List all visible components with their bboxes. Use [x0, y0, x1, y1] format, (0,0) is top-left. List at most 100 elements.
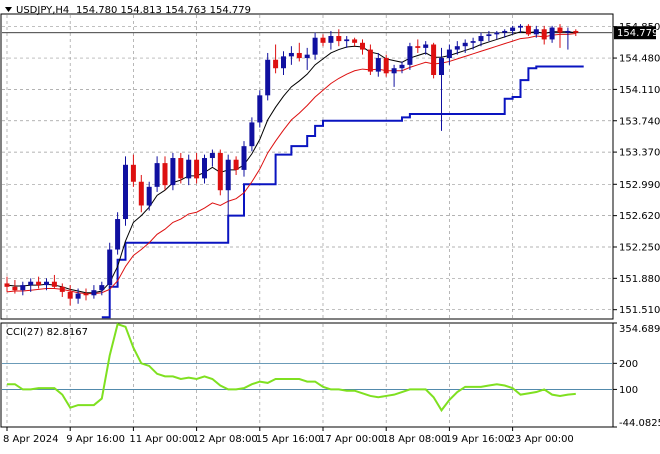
candle-body — [154, 163, 160, 187]
candle-body — [367, 49, 373, 72]
candle-body — [233, 159, 239, 170]
candle-body — [186, 159, 192, 179]
candle-body — [320, 37, 326, 43]
trailing-stop-layer — [101, 65, 584, 319]
candle-body — [225, 159, 231, 191]
candle-body — [249, 122, 255, 147]
candle-body — [241, 146, 247, 170]
price-tick-label: 153.370 — [619, 148, 660, 159]
candle-body — [439, 58, 444, 75]
candle-body — [304, 54, 310, 59]
price-tick-label: 153.740 — [619, 116, 660, 127]
candle-body — [533, 29, 539, 35]
candle-body — [407, 46, 413, 65]
candle-body — [486, 34, 492, 37]
candle-body — [431, 44, 437, 75]
candle-body — [273, 59, 279, 69]
candle-body — [415, 46, 421, 48]
candle-body — [75, 293, 81, 299]
candle-body — [336, 36, 342, 42]
candle-body — [217, 152, 223, 191]
candle-body — [115, 219, 121, 250]
candle-body — [83, 293, 89, 296]
price-tick-label: 152.990 — [619, 180, 660, 191]
indicator-pane-frame — [0, 322, 614, 428]
price-tick-label: 152.250 — [619, 242, 660, 253]
candle-body — [462, 42, 468, 47]
cci-layer — [7, 322, 576, 413]
candle-body — [478, 36, 484, 42]
candle-body — [454, 46, 460, 50]
price-tick-label: 151.880 — [619, 274, 660, 285]
candle-body — [399, 64, 405, 69]
candle-body — [328, 36, 334, 43]
candle-body — [4, 283, 10, 287]
main-grid — [2, 15, 612, 318]
candle-body — [36, 281, 42, 286]
candle-body — [470, 41, 476, 43]
candle-body — [12, 286, 18, 291]
candle-body — [296, 52, 302, 59]
candle-body — [281, 56, 286, 69]
trailing-stop-line — [101, 65, 584, 319]
time-tick-label: 11 Apr 00:00 — [129, 434, 194, 445]
candle-body — [51, 281, 57, 287]
candle-body — [352, 39, 358, 43]
candle-body — [67, 291, 73, 299]
candle-body — [91, 290, 97, 296]
candle-body — [265, 59, 271, 96]
candle-body — [123, 164, 128, 220]
price-tick-label: 151.510 — [619, 305, 660, 316]
candle-body — [557, 27, 563, 33]
candle-body — [344, 39, 350, 42]
time-tick-label: 17 Apr 00:00 — [319, 434, 384, 445]
candle-body — [423, 44, 429, 48]
candle-body — [209, 152, 215, 159]
candle-body — [549, 27, 555, 40]
candle-body — [107, 249, 113, 286]
candle-body — [170, 158, 176, 186]
candle-body — [510, 27, 516, 31]
time-tick-label: 15 Apr 16:00 — [256, 434, 321, 445]
candle-body — [288, 52, 294, 57]
price-tick-label: 152.620 — [619, 211, 660, 222]
indicator-grid — [6, 324, 513, 426]
time-tick-label: 8 Apr 2024 — [3, 434, 58, 445]
price-tick-label: 154.480 — [619, 54, 660, 65]
candle-body — [383, 58, 389, 74]
time-tick-label: 12 Apr 08:00 — [193, 434, 258, 445]
indicator-axis: 354.6893 200 100 -44.0825 — [613, 322, 660, 429]
time-tick-label: 9 Apr 16:00 — [66, 434, 125, 445]
candle-body — [360, 42, 365, 50]
candle-body — [573, 30, 579, 33]
candle-body — [44, 281, 49, 286]
current-price-value: 154.779 — [617, 28, 658, 39]
candle-body — [494, 32, 500, 35]
candle-body — [99, 285, 105, 291]
cci-line — [7, 322, 576, 413]
cci-tick-label: 100 — [619, 385, 638, 396]
candle-body — [20, 285, 26, 291]
price-tick-label: 154.110 — [619, 85, 660, 96]
candle-body — [59, 286, 65, 292]
ohlc-readout: 154.780 154.813 154.763 154.779 — [76, 5, 251, 16]
current-price-tag-box — [614, 26, 656, 40]
candle-body — [565, 30, 571, 33]
cci-tick-label: 200 — [619, 359, 638, 370]
candle-body — [375, 58, 381, 72]
candles-layer — [4, 24, 579, 306]
symbol-dropdown-icon[interactable] — [5, 7, 12, 12]
time-tick-label: 18 Apr 08:00 — [382, 434, 447, 445]
candle-body — [28, 281, 34, 286]
candle-body — [146, 186, 152, 206]
candle-body — [162, 163, 168, 186]
candle-body — [202, 158, 207, 179]
candle-body — [518, 25, 523, 28]
candle-body — [130, 164, 136, 182]
candle-body — [194, 159, 200, 179]
candle-body — [391, 68, 397, 74]
candle-body — [502, 30, 508, 33]
